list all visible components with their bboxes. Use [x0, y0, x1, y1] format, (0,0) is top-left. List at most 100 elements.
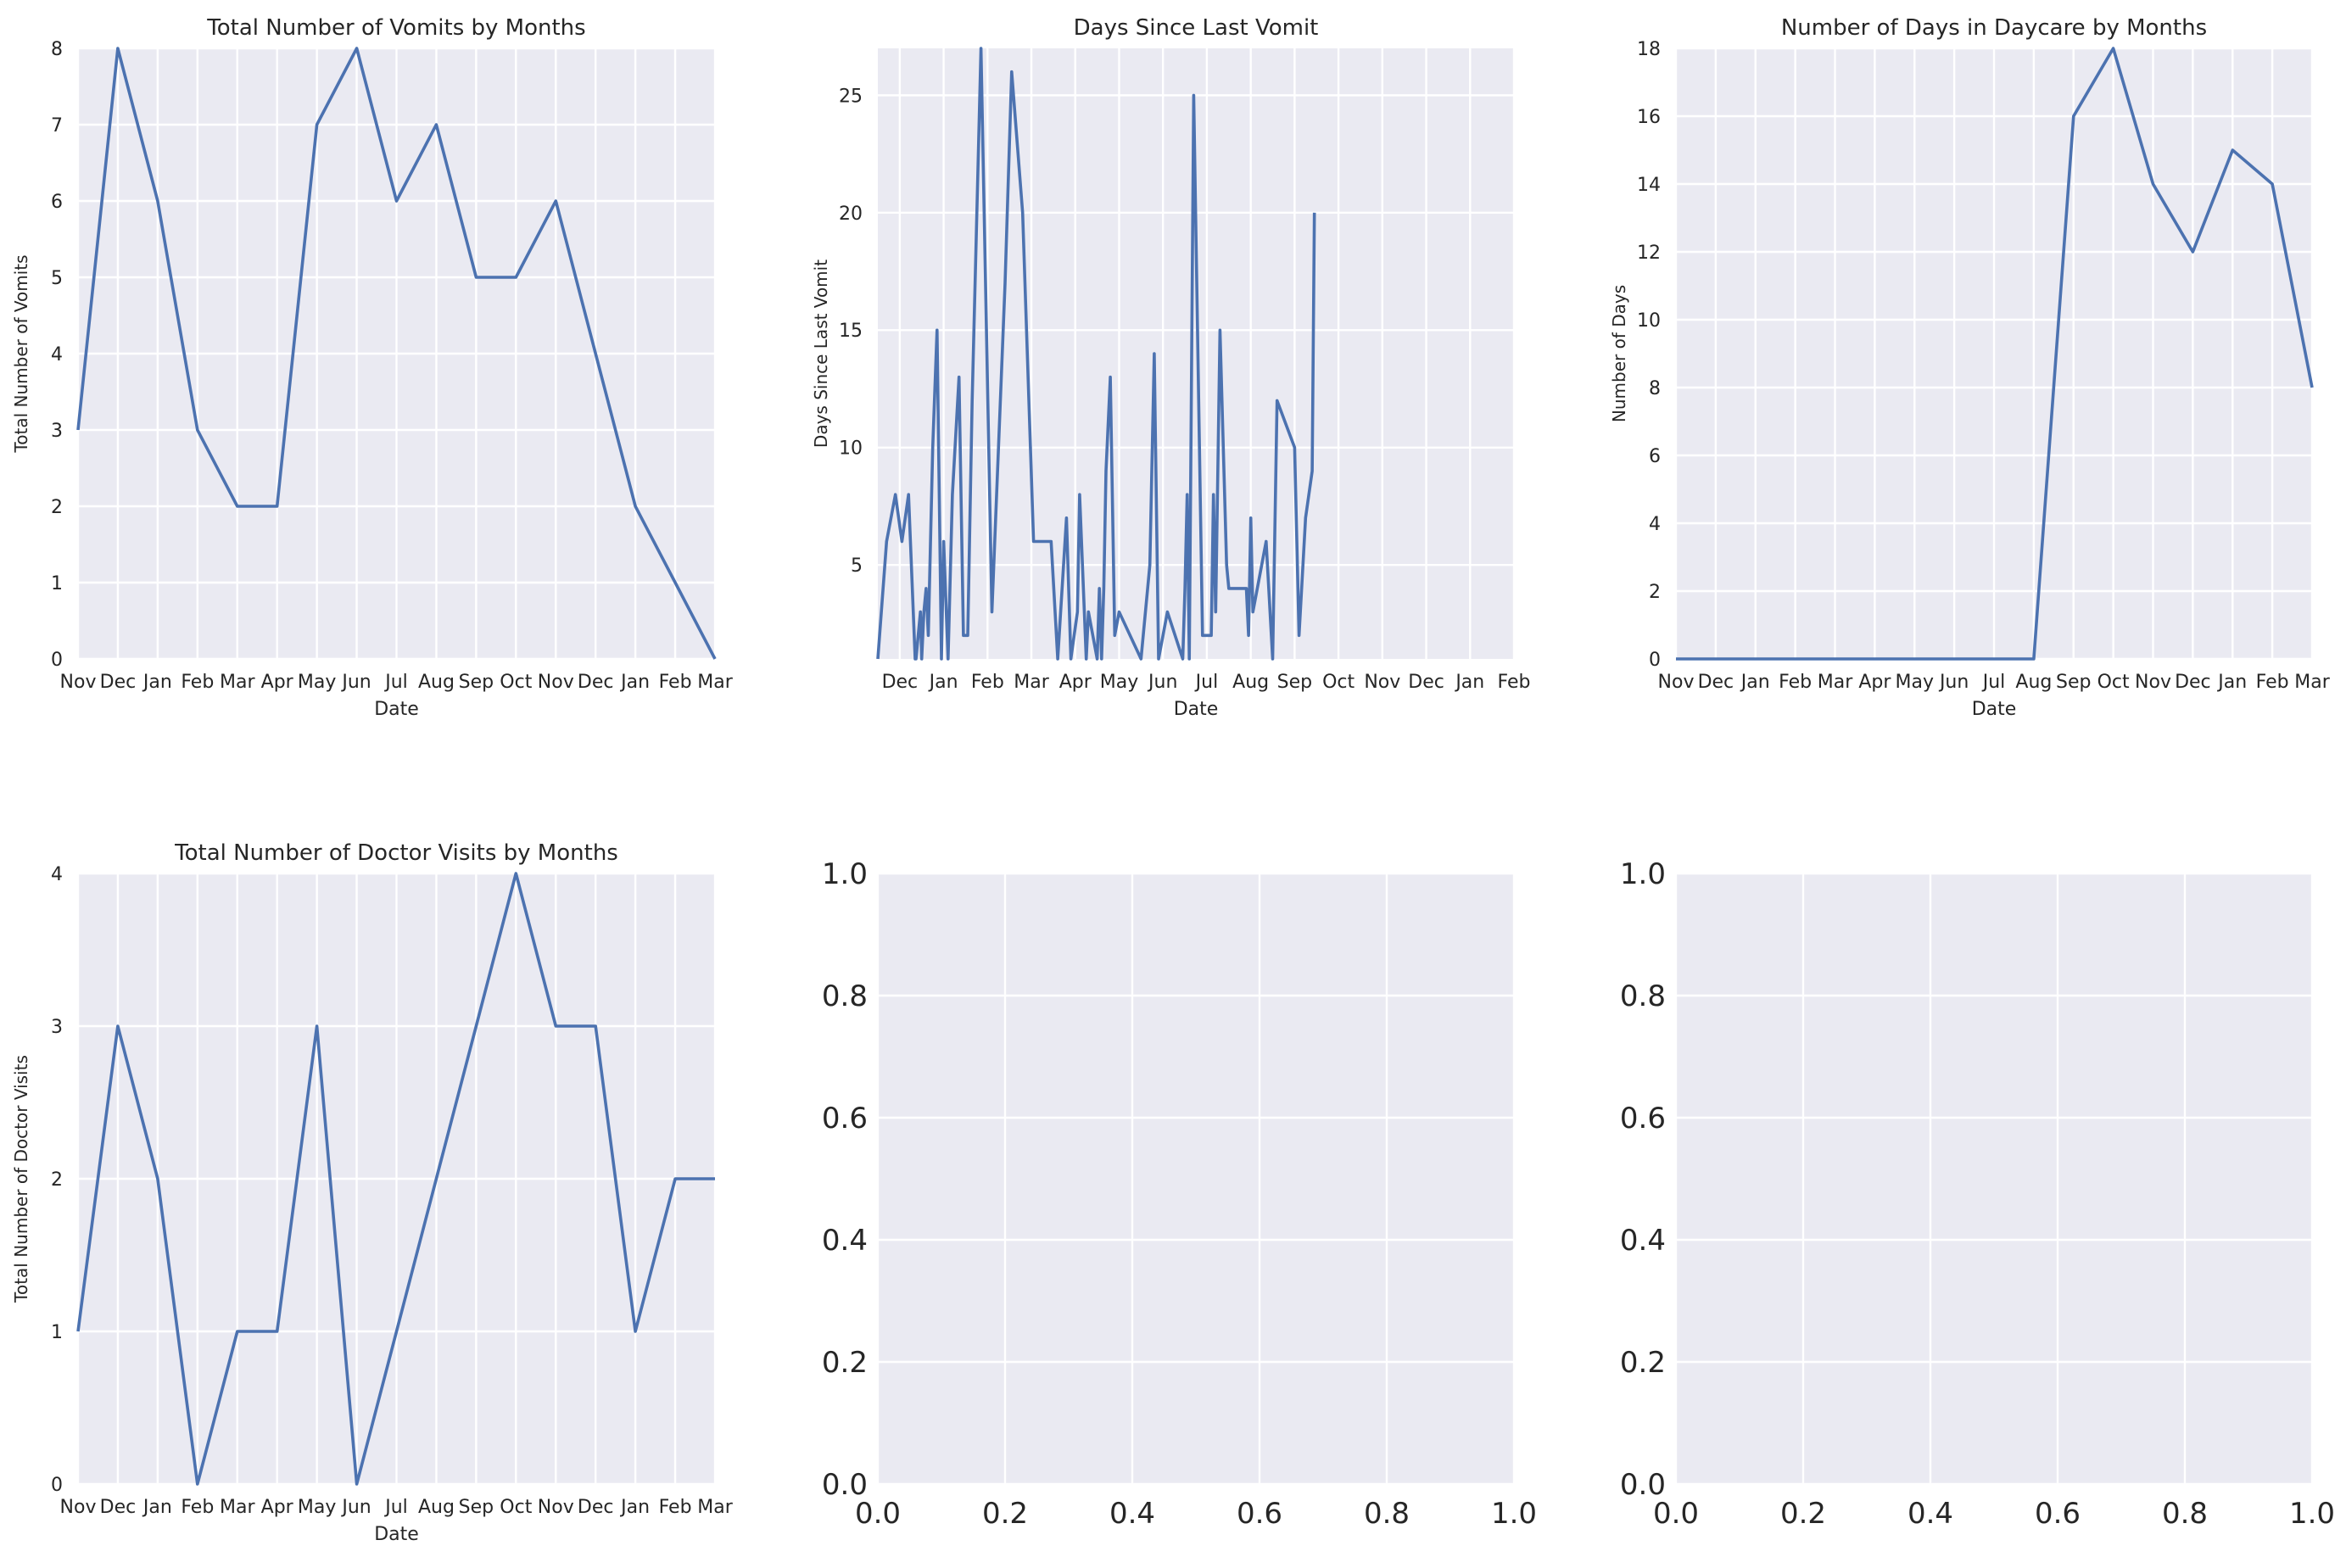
y-tick-label: 2 — [51, 1169, 63, 1191]
x-tick-label: Dec — [1408, 672, 1444, 693]
y-tick-label: 5 — [851, 555, 863, 577]
x-tick-label: Jan — [142, 672, 172, 693]
y-tick-label: 8 — [1649, 378, 1661, 399]
y-axis-label: Total Number of Vomits — [11, 254, 31, 453]
y-tick-label: 15 — [839, 321, 863, 342]
y-tick-label: 0.4 — [822, 1224, 868, 1258]
x-tick-label: 0.0 — [1653, 1497, 1699, 1531]
x-tick-label: Sep — [459, 672, 494, 693]
y-tick-label: 3 — [51, 421, 63, 442]
series-line-1 — [876, 47, 1316, 661]
x-tick-label: Nov — [538, 672, 574, 693]
x-tick-label: May — [1100, 672, 1138, 693]
x-tick-label: Feb — [1779, 672, 1812, 693]
y-tick-label: 0.2 — [822, 1346, 868, 1380]
x-tick-label: Apr — [1059, 672, 1092, 693]
y-tick-label: 6 — [1649, 446, 1661, 467]
x-tick-label: Nov — [1658, 672, 1695, 693]
y-tick-label: 12 — [1637, 243, 1661, 264]
x-tick-label: Jun — [340, 672, 371, 693]
chart-title: Number of Days in Daycare by Months — [1781, 15, 2207, 41]
subplot-6: 0.0 0.2 0.4 0.6 0.8 1.0 0.0 0.2 0.4 0.6 0.8 1.0 — [1620, 857, 2335, 1531]
y-tick-label: 5 — [51, 268, 63, 289]
x-tick-label: Sep — [459, 1497, 494, 1518]
chart-title: Total Number of Vomits by Months — [206, 15, 585, 41]
x-tick-label: Dec — [578, 1497, 614, 1518]
x-tick-label: 0.6 — [2035, 1497, 2081, 1531]
x-tick-label: Jul — [383, 1497, 408, 1518]
x-tick-label: Feb — [181, 672, 214, 693]
x-axis-label: Date — [1972, 699, 2017, 720]
x-tick-label: Mar — [697, 1497, 733, 1518]
x-tick-label: 0.0 — [855, 1497, 901, 1531]
x-tick-label: Feb — [659, 1497, 692, 1518]
series-line-1 — [76, 872, 715, 1486]
y-tick-label: 3 — [51, 1017, 63, 1038]
x-tick-label: Feb — [659, 672, 692, 693]
x-tick-label: Aug — [2015, 672, 2052, 693]
x-tick-label: Nov — [60, 672, 97, 693]
y-tick-label: 2 — [1649, 582, 1661, 603]
subplot-2: Dec Jan Feb Mar Apr May Jun Jul Aug Sep Oct Nov Dec J… — [811, 15, 1530, 720]
x-tick-label: Dec — [578, 672, 614, 693]
x-tick-label: Feb — [2256, 672, 2289, 693]
y-tick-label: 1 — [51, 573, 63, 594]
y-tick-label: 10 — [1637, 310, 1661, 332]
y-axis-label: Number of Days — [1609, 285, 1629, 422]
y-tick-label: 0.6 — [822, 1102, 868, 1136]
x-tick-label: 0.2 — [982, 1497, 1028, 1531]
y-tick-label: 0.4 — [1620, 1224, 1666, 1258]
x-tick-label: Apr — [1858, 672, 1891, 693]
x-tick-label: Mar — [697, 672, 733, 693]
y-tick-label: 0.2 — [1620, 1346, 1666, 1380]
x-tick-label: Sep — [2056, 672, 2091, 693]
y-tick-label: 6 — [51, 192, 63, 213]
x-tick-label: Jul — [1194, 672, 1219, 693]
x-tick-label: May — [298, 1497, 336, 1518]
y-tick-label: 7 — [51, 115, 63, 137]
x-tick-label: Jun — [1938, 672, 1969, 693]
x-tick-label: 0.4 — [1908, 1497, 1953, 1531]
y-tick-label: 2 — [51, 497, 63, 518]
subplot-4: Nov Dec Jan Feb Mar Apr May Jun Jul Aug Sep Oct Nov D… — [11, 840, 734, 1545]
y-tick-label: 10 — [839, 438, 863, 460]
x-tick-label: Dec — [2175, 672, 2211, 693]
x-tick-label: Oct — [2097, 672, 2130, 693]
series-line-1 — [76, 47, 717, 660]
x-axis-label: Date — [374, 1524, 419, 1545]
x-tick-label: 0.6 — [1237, 1497, 1282, 1531]
x-tick-label: Jan — [619, 672, 650, 693]
y-axis-label: Days Since Last Vomit — [811, 259, 831, 448]
x-tick-label: Feb — [971, 672, 1004, 693]
x-tick-label: Jan — [2216, 672, 2247, 693]
x-tick-label: Oct — [1322, 672, 1355, 693]
x-tick-label: Dec — [882, 672, 919, 693]
y-tick-label: 0 — [1649, 650, 1661, 671]
y-tick-label: 0.0 — [1620, 1468, 1666, 1502]
x-tick-label: Dec — [100, 672, 137, 693]
y-tick-label: 0.8 — [1620, 979, 1666, 1013]
y-tick-label: 1.0 — [1620, 857, 1666, 891]
plot-area — [1676, 873, 2312, 1484]
x-tick-label: Dec — [1698, 672, 1734, 693]
subplot-3: Nov Dec Jan Feb Mar Apr May Jun Jul Aug Sep Oct Nov D… — [1609, 15, 2331, 720]
x-tick-label: 1.0 — [2289, 1497, 2335, 1531]
x-tick-label: Jan — [1454, 672, 1484, 693]
x-axis-label: Date — [1174, 699, 1219, 720]
y-tick-label: 1.0 — [822, 857, 868, 891]
x-tick-label: May — [298, 672, 336, 693]
x-tick-label: Aug — [1232, 672, 1269, 693]
y-tick-label: 25 — [839, 86, 863, 107]
x-tick-label: 1.0 — [1491, 1497, 1537, 1531]
y-tick-label: 4 — [51, 344, 63, 365]
x-tick-label: Feb — [1498, 672, 1531, 693]
x-tick-label: Mar — [1014, 672, 1049, 693]
y-tick-label: 0.0 — [822, 1468, 868, 1502]
x-tick-label: Aug — [418, 672, 455, 693]
x-tick-label: 0.2 — [1780, 1497, 1826, 1531]
y-axis-label: Total Number of Doctor Visits — [11, 1055, 31, 1303]
x-tick-label: 0.8 — [1364, 1497, 1410, 1531]
x-tick-label: Apr — [261, 672, 294, 693]
x-tick-label: Dec — [100, 1497, 137, 1518]
